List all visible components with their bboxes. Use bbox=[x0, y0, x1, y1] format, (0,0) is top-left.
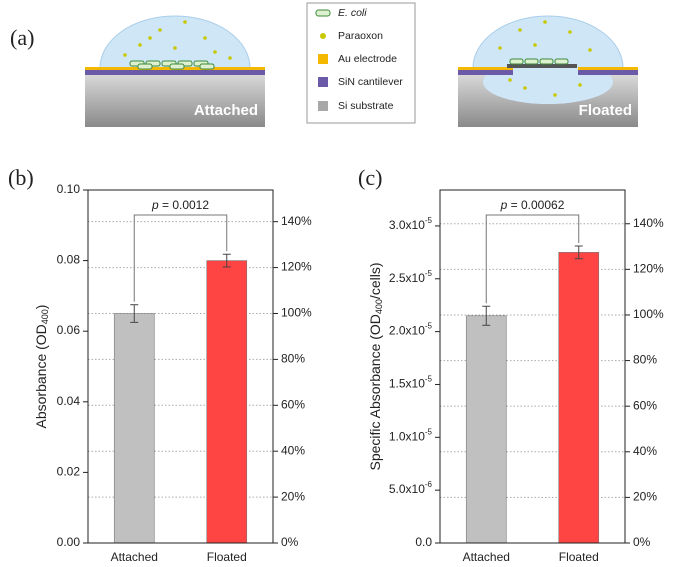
y-tick-label: 0.04 bbox=[57, 394, 81, 408]
legend-label: E. coli bbox=[338, 7, 367, 19]
tick-exponent: -5 bbox=[425, 322, 433, 331]
y-tick-label: 1.5x10-5 bbox=[389, 375, 433, 391]
panel-label: (a) bbox=[10, 25, 34, 50]
panel-label: (b) bbox=[8, 165, 34, 190]
tick-text: 2.5x10 bbox=[389, 271, 425, 285]
y2-tick-label: 80% bbox=[281, 352, 305, 366]
annotation: p = 0.0012 bbox=[151, 198, 209, 212]
tick-text: 0.06 bbox=[57, 323, 81, 337]
y-label-text: Absorbance (OD bbox=[33, 324, 49, 428]
y-tick-label: 0.06 bbox=[57, 323, 81, 337]
attached-schematic: Attached bbox=[85, 16, 265, 127]
x-tick-label: Floated bbox=[559, 550, 599, 564]
y-axis-label: Specific Absorbance (OD400/cells) bbox=[367, 263, 385, 471]
y2-tick-label: 0% bbox=[633, 535, 651, 549]
y-tick-label: 0.08 bbox=[57, 253, 81, 267]
tick-exponent: -5 bbox=[425, 375, 433, 384]
bar bbox=[559, 252, 599, 543]
y-label-end: /cells) bbox=[367, 263, 383, 300]
tick-text: 0.00 bbox=[57, 535, 81, 549]
tick-exponent: -6 bbox=[425, 480, 433, 489]
x-tick-label: Floated bbox=[207, 550, 247, 564]
y-axis-label: Absorbance (OD400) bbox=[33, 305, 51, 429]
tick-text: 1.5x10 bbox=[389, 377, 425, 391]
legend-label: Au electrode bbox=[338, 53, 397, 65]
y-tick-label: 0.00 bbox=[57, 535, 81, 549]
y2-tick-label: 80% bbox=[633, 353, 657, 367]
tick-text: 0.08 bbox=[57, 253, 81, 267]
y2-tick-label: 40% bbox=[281, 443, 305, 457]
y-label-end: ) bbox=[33, 305, 49, 310]
legend-label: SiN cantilever bbox=[338, 76, 403, 88]
y2-tick-label: 20% bbox=[633, 490, 657, 504]
annotation-text: = 0.00062 bbox=[507, 198, 564, 212]
tick-exponent: -5 bbox=[425, 427, 433, 436]
figure: (a) Attached bbox=[0, 0, 689, 567]
y2-tick-label: 100% bbox=[281, 306, 312, 320]
tick-text: 0.0 bbox=[415, 535, 432, 549]
tick-exponent: -5 bbox=[425, 216, 433, 225]
tick-text: 3.0x10 bbox=[389, 218, 425, 232]
tick-text: 2.0x10 bbox=[389, 324, 425, 338]
y-label-text: Specific Absorbance (OD bbox=[367, 314, 383, 470]
tick-text: 1.0x10 bbox=[389, 429, 425, 443]
y2-tick-label: 120% bbox=[281, 260, 312, 274]
tick-text: 5.0x10 bbox=[389, 482, 425, 496]
y-label-sub: 400 bbox=[40, 309, 50, 324]
y-tick-label: 2.0x10-5 bbox=[389, 322, 433, 338]
y-tick-label: 0.02 bbox=[57, 465, 81, 479]
caption: Attached bbox=[194, 102, 258, 119]
panel-a: (a) Attached bbox=[10, 3, 638, 127]
legend-label: Si substrate bbox=[338, 100, 394, 112]
y2-tick-label: 120% bbox=[633, 262, 664, 276]
tick-text: 0.10 bbox=[57, 182, 81, 196]
panel-label: (c) bbox=[358, 165, 382, 190]
y2-tick-label: 140% bbox=[633, 216, 664, 230]
tick-text: 0.02 bbox=[57, 465, 81, 479]
y2-tick-label: 140% bbox=[281, 214, 312, 228]
legend-label: Paraoxon bbox=[338, 30, 383, 42]
y-tick-label: 0.10 bbox=[57, 182, 81, 196]
y-tick-label: 5.0x10-6 bbox=[389, 480, 433, 496]
y-label-sub: 400 bbox=[374, 299, 384, 314]
y2-tick-label: 100% bbox=[633, 307, 664, 321]
bar bbox=[207, 261, 247, 543]
y2-tick-label: 60% bbox=[281, 397, 305, 411]
bar bbox=[114, 314, 154, 543]
y2-tick-label: 60% bbox=[633, 398, 657, 412]
y2-tick-label: 40% bbox=[633, 444, 657, 458]
y-tick-label: 1.0x10-5 bbox=[389, 427, 433, 443]
annotation: p = 0.00062 bbox=[500, 198, 565, 212]
y2-tick-label: 0% bbox=[281, 535, 299, 549]
y-tick-label: 0.0 bbox=[415, 535, 432, 549]
floated-schematic: Floated bbox=[458, 16, 638, 127]
y-tick-label: 3.0x10-5 bbox=[389, 216, 433, 232]
legend: E. coli Paraoxon Au electrode SiN cantil… bbox=[307, 3, 415, 123]
bar bbox=[466, 316, 506, 543]
x-tick-label: Attached bbox=[463, 550, 510, 564]
annotation-text: = 0.0012 bbox=[159, 198, 210, 212]
y2-tick-label: 20% bbox=[281, 489, 305, 503]
y-tick-label: 2.5x10-5 bbox=[389, 269, 433, 285]
caption: Floated bbox=[579, 102, 632, 119]
tick-text: 0.04 bbox=[57, 394, 81, 408]
x-tick-label: Attached bbox=[111, 550, 158, 564]
tick-exponent: -5 bbox=[425, 269, 433, 278]
